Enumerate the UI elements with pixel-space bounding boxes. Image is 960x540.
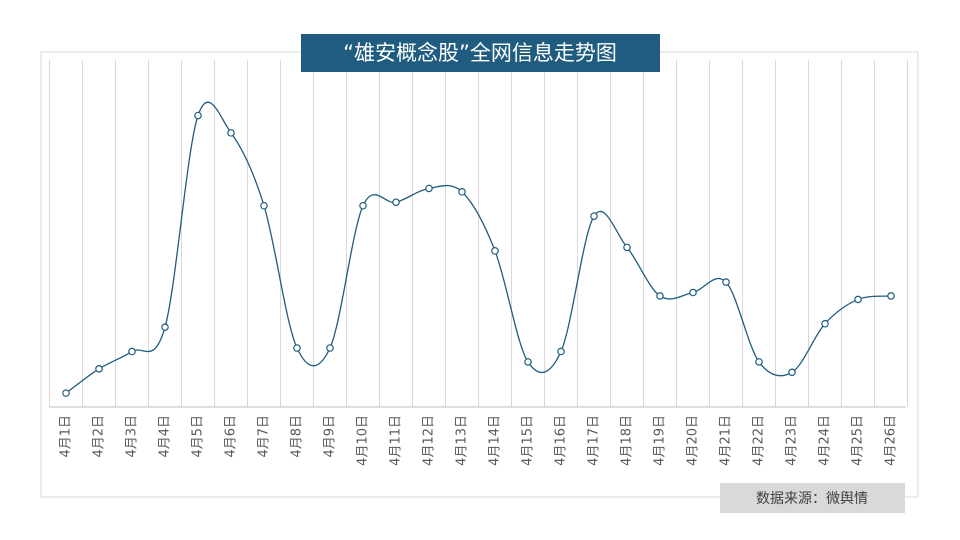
point [62, 389, 70, 397]
x-tick-label: 4月3日 [125, 415, 140, 458]
point [128, 347, 136, 356]
point [788, 368, 796, 377]
x-tick-label: 4月8日 [290, 415, 305, 458]
point [854, 295, 862, 304]
point [821, 319, 829, 328]
point [623, 243, 631, 252]
point [887, 292, 895, 300]
x-tick-label: 4月6日 [224, 415, 239, 458]
x-tick-label: 4月18日 [620, 415, 635, 466]
point [557, 347, 565, 356]
x-tick-label: 4月4日 [158, 415, 173, 458]
x-tick-label: 4月16日 [554, 415, 569, 466]
point [95, 365, 103, 373]
point [392, 198, 400, 207]
x-tick-label: 4月19日 [653, 415, 668, 466]
x-tick-label: 4月14日 [488, 415, 503, 466]
point [194, 111, 202, 120]
x-tick-label: 4月21日 [719, 415, 734, 466]
x-tick-label: 4月9日 [323, 415, 338, 458]
point [722, 278, 730, 286]
x-tick-label: 4月12日 [422, 415, 437, 466]
title-box [301, 34, 660, 72]
x-tick-label: 4月15日 [521, 415, 536, 466]
point [326, 344, 334, 352]
point [491, 247, 499, 255]
point [359, 201, 367, 210]
point [656, 292, 664, 300]
x-tick-label: 4月5日 [191, 415, 206, 458]
x-tick-label: 4月7日 [257, 415, 272, 458]
x-tick-label: 4月26日 [884, 415, 899, 466]
source: 数据来源：微舆情 [756, 491, 868, 507]
point [425, 184, 433, 193]
point [689, 288, 697, 297]
x-tick-label: 4月23日 [785, 415, 800, 466]
x-tick-label: 4月11日 [389, 415, 404, 466]
point [590, 212, 598, 220]
point [260, 201, 268, 210]
point [227, 129, 235, 137]
x-tick-label: 4月13日 [455, 415, 470, 466]
x-tick-label: 4月1日 [59, 415, 74, 458]
x-tick-label: 4月25日 [851, 415, 866, 466]
x-tick-label: 4月24日 [818, 415, 833, 466]
x-tick-label: 4月22日 [752, 415, 767, 466]
point [755, 358, 763, 366]
x-tick-label: 4月17日 [587, 415, 602, 466]
x-tick-label: 4月20日 [686, 415, 701, 466]
source-box [720, 483, 905, 513]
point [161, 323, 169, 331]
point [524, 358, 532, 366]
point [458, 188, 466, 196]
point [293, 344, 301, 352]
x-tick-label: 4月2日 [92, 415, 107, 458]
chart-title: “雄安概念股”全网信息走势图 [343, 41, 617, 65]
x-tick-label: 4月10日 [356, 415, 371, 466]
